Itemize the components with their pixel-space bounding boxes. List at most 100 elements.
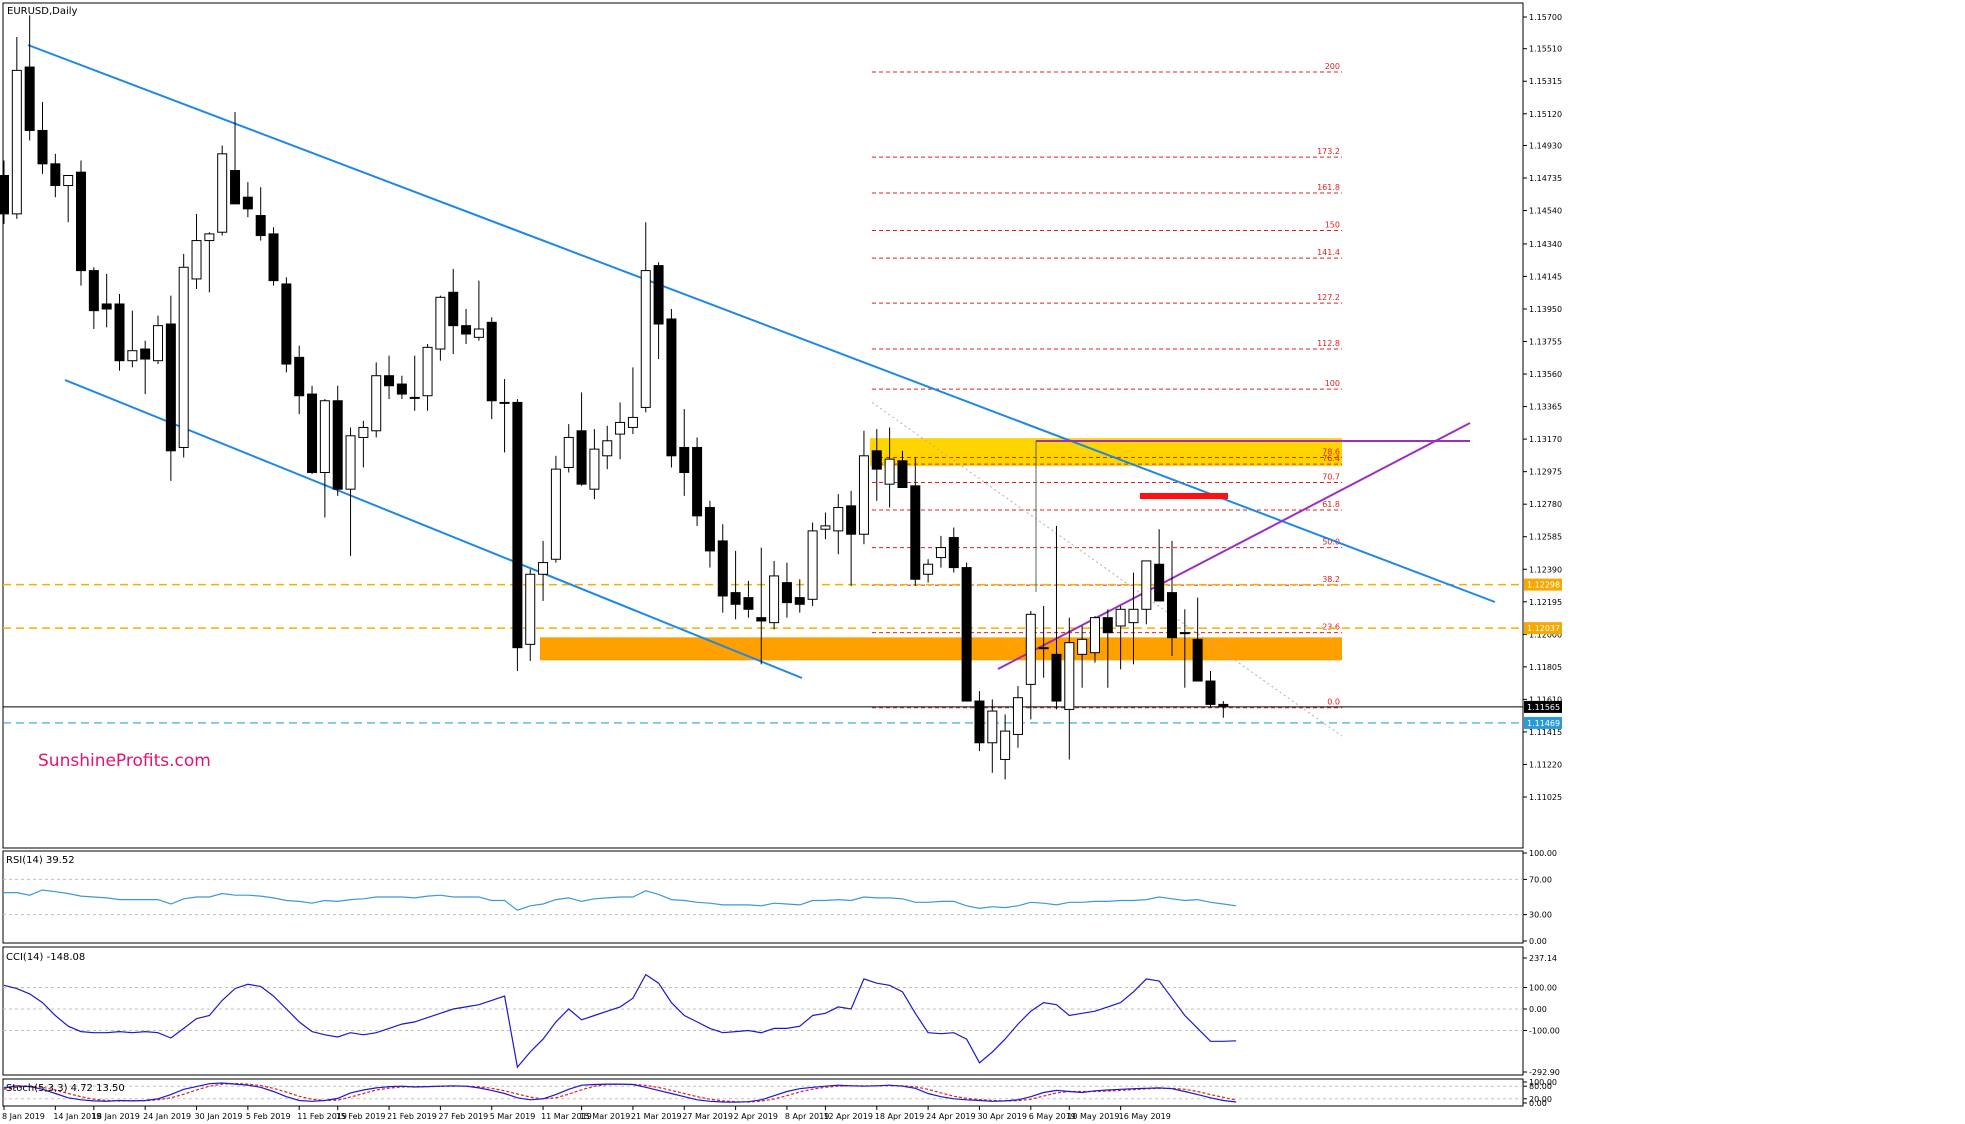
date-tick-label: 24 Apr 2019 [926, 1112, 975, 1121]
candle-bullish [1128, 608, 1139, 624]
date-tick-label: 24 Jan 2019 [143, 1112, 191, 1121]
fib-level-label: 161.8 [1317, 183, 1340, 192]
candle-bearish [114, 303, 125, 362]
candle-bearish [461, 325, 472, 335]
candle-bullish [640, 270, 651, 408]
price-tag-label: 1.12298 [1527, 581, 1560, 590]
candle-bearish [653, 265, 664, 325]
candle-bearish [1102, 617, 1113, 634]
candle-bullish [820, 525, 831, 530]
date-tick-label: 2 Apr 2019 [734, 1112, 778, 1121]
date-tick-label: 15 Mar 2019 [580, 1112, 631, 1121]
candle-bearish [1192, 638, 1203, 682]
candle-bullish [178, 266, 189, 448]
candle-bearish [140, 348, 151, 360]
candle-bullish [191, 240, 202, 280]
candle-bearish [37, 129, 48, 165]
fib-level-label: 141.4 [1317, 248, 1340, 257]
candle-bearish [871, 450, 882, 470]
candle-bullish [1077, 638, 1088, 655]
indicator-tick-label: -292.90 [1529, 1068, 1560, 1077]
candle-bearish [396, 383, 407, 395]
candle-bullish [371, 375, 382, 432]
price-tag [1524, 578, 1562, 591]
candle-bearish [1205, 680, 1216, 705]
date-tick-label: 18 Apr 2019 [875, 1112, 924, 1121]
date-tick-label: 27 Mar 2019 [682, 1112, 733, 1121]
stoch-main-line [3, 1082, 1237, 1103]
indicator-tick-label: 237.14 [1529, 954, 1557, 963]
candle-bearish [242, 196, 253, 210]
fib-level-label: 100 [1325, 379, 1340, 388]
candle-bearish [101, 303, 112, 310]
candle-bullish [63, 175, 74, 187]
fib-base-line [871, 402, 1343, 737]
date-tick-label: 11 Mar 2019 [541, 1112, 592, 1121]
fib-level-label: 127.2 [1317, 293, 1340, 302]
fibonacci-extension: 223.6200173.2161.8150141.4127.2112.81007… [871, 62, 1343, 737]
candle-bullish [525, 573, 536, 645]
resistance-zone-yellow [870, 438, 1342, 467]
price-tick-label: 1.15315 [1529, 77, 1562, 86]
candle-bullish [769, 575, 780, 624]
fib-level-label: 112.8 [1317, 339, 1340, 348]
candle-bullish [1064, 642, 1075, 710]
candle-bearish [743, 597, 754, 610]
candle-bullish [1038, 647, 1049, 650]
candle-bearish [666, 318, 677, 457]
price-tick-label: 1.12390 [1529, 565, 1562, 574]
candle-bearish [448, 291, 459, 327]
candle-bearish [294, 356, 305, 397]
candle-bearish [1051, 653, 1062, 702]
candle-bullish [602, 440, 613, 457]
candle-bullish [499, 401, 510, 404]
candle-bullish [935, 547, 946, 559]
candle-bullish [473, 328, 484, 338]
date-tick-label: 15 Feb 2019 [336, 1112, 386, 1121]
candle-bearish [1154, 563, 1165, 602]
price-tick-label: 1.14930 [1529, 141, 1562, 150]
price-tick-label: 1.14540 [1529, 207, 1562, 216]
candle-bullish [1141, 560, 1152, 610]
fib-level-label: 23.6 [1322, 623, 1340, 632]
candle-bullish [1179, 632, 1190, 635]
indicator-tick-label: 80.00 [1529, 1082, 1552, 1091]
price-tag-label: 1.11469 [1527, 719, 1560, 728]
price-tick-label: 1.14735 [1529, 174, 1562, 183]
candle-bullish [409, 396, 420, 399]
candle-bearish [0, 175, 9, 215]
candle-bearish [794, 597, 805, 605]
candle-bearish [704, 507, 715, 552]
candle-bullish [204, 233, 215, 242]
price-panel-frame [2, 2, 1524, 849]
candle-bearish [281, 283, 292, 365]
date-tick-label: 5 Feb 2019 [246, 1112, 291, 1121]
rsi-label: RSI(14) 39.52 [6, 855, 75, 866]
candle-bearish [268, 233, 279, 282]
candle-bullish [1000, 730, 1011, 760]
price-tick-label: 1.13950 [1529, 305, 1562, 314]
candle-bullish [563, 436, 574, 468]
date-tick-label: 11 Feb 2019 [297, 1112, 347, 1121]
price-tick-label: 1.13365 [1529, 403, 1562, 412]
fib-level-label: 38.2 [1322, 575, 1340, 584]
fib-level-label: 78.6 [1322, 447, 1340, 456]
rsi-indicator: 100.00 70.00 30.00 0.00 [3, 849, 1557, 946]
candle-bullish [589, 448, 600, 490]
price-tick-label: 1.13560 [1529, 370, 1562, 379]
rsi-panel-frame [2, 850, 1524, 944]
candle-bullish [538, 562, 549, 575]
candle-bearish [165, 323, 176, 452]
fib-level-label: 50.0 [1322, 538, 1340, 547]
candle-bullish [1012, 697, 1023, 735]
candle-bullish [153, 325, 164, 362]
candlestick-series [0, 15, 1229, 780]
price-tick-label: 1.13755 [1529, 338, 1562, 347]
price-tick-label: 1.15700 [1529, 13, 1562, 22]
candle-bullish [884, 458, 895, 485]
candle-bullish [833, 507, 844, 532]
candle-bullish [11, 69, 22, 215]
price-tick-label: 1.15510 [1529, 45, 1562, 54]
candle-bearish [384, 375, 395, 387]
